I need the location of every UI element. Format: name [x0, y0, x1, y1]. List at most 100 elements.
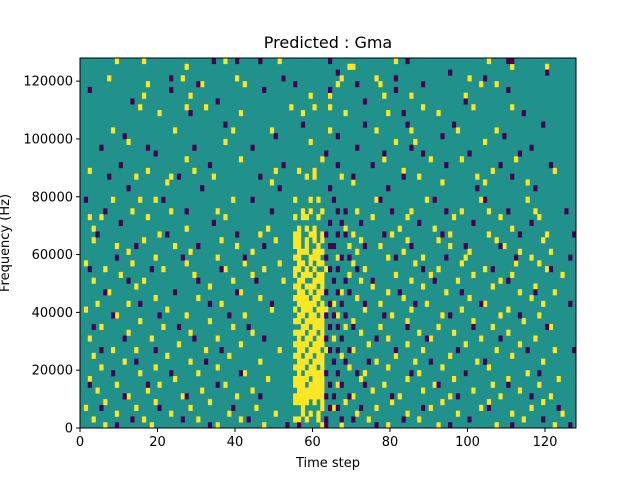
- high-value-cell: [541, 399, 546, 406]
- low-value-cell: [153, 150, 158, 157]
- high-value-cell: [312, 387, 317, 394]
- high-value-cell: [207, 399, 213, 406]
- high-value-cell: [188, 329, 193, 336]
- high-value-cell: [479, 404, 484, 411]
- high-value-cell: [308, 92, 313, 99]
- high-value-cell: [339, 352, 344, 359]
- high-value-cell: [440, 312, 445, 319]
- low-value-cell: [506, 86, 511, 93]
- low-value-cell: [111, 312, 116, 319]
- high-value-cell: [304, 243, 309, 250]
- high-value-cell: [138, 104, 143, 111]
- low-value-cell: [463, 370, 468, 377]
- high-value-cell: [316, 375, 321, 383]
- high-value-cell: [498, 214, 503, 221]
- high-value-cell: [180, 75, 185, 82]
- high-value-cell: [308, 381, 313, 388]
- high-value-cell: [486, 231, 492, 238]
- low-value-cell: [87, 86, 92, 93]
- low-value-cell: [130, 416, 135, 423]
- high-value-cell: [386, 110, 391, 117]
- high-value-cell: [541, 358, 546, 365]
- low-value-cell: [347, 347, 352, 354]
- low-value-cell: [432, 196, 437, 203]
- low-value-cell: [390, 208, 395, 215]
- low-value-cell: [328, 347, 333, 354]
- low-value-cell: [328, 266, 333, 273]
- high-value-cell: [320, 312, 325, 319]
- high-value-cell: [355, 410, 360, 417]
- high-value-cell: [506, 329, 511, 336]
- low-value-cell: [568, 422, 573, 429]
- low-value-cell: [440, 231, 445, 238]
- high-value-cell: [169, 208, 174, 215]
- low-value-cell: [328, 58, 333, 65]
- low-value-cell: [324, 393, 329, 400]
- low-value-cell: [413, 300, 418, 307]
- low-value-cell: [211, 58, 216, 65]
- high-value-cell: [428, 335, 433, 342]
- high-value-cell: [308, 318, 313, 325]
- low-value-cell: [339, 254, 344, 261]
- low-value-cell: [455, 393, 461, 400]
- high-value-cell: [293, 237, 298, 244]
- high-value-cell: [494, 422, 499, 429]
- high-value-cell: [188, 404, 193, 411]
- high-value-cell: [308, 387, 313, 394]
- high-value-cell: [483, 138, 488, 146]
- high-value-cell: [533, 335, 538, 342]
- high-value-cell: [149, 335, 154, 342]
- high-value-cell: [215, 364, 220, 371]
- low-value-cell: [192, 144, 197, 151]
- high-value-cell: [548, 248, 554, 255]
- high-value-cell: [494, 81, 499, 88]
- high-value-cell: [126, 329, 131, 336]
- low-value-cell: [355, 81, 360, 88]
- low-value-cell: [421, 150, 426, 157]
- low-value-cell: [235, 58, 240, 65]
- high-value-cell: [440, 364, 445, 371]
- low-value-cell: [138, 300, 143, 307]
- high-value-cell: [114, 410, 120, 417]
- low-value-cell: [331, 393, 337, 400]
- high-value-cell: [308, 231, 313, 238]
- high-value-cell: [266, 375, 271, 383]
- low-value-cell: [235, 289, 240, 296]
- low-value-cell: [483, 75, 488, 82]
- x-tick-label: 40: [227, 435, 244, 450]
- high-value-cell: [316, 410, 321, 417]
- high-value-cell: [479, 81, 484, 88]
- low-value-cell: [339, 219, 344, 226]
- high-value-cell: [83, 260, 89, 267]
- low-value-cell: [444, 162, 449, 169]
- high-value-cell: [297, 352, 302, 359]
- high-value-cell: [502, 243, 507, 250]
- high-value-cell: [235, 393, 240, 400]
- high-value-cell: [304, 173, 309, 180]
- high-value-cell: [297, 312, 302, 319]
- high-value-cell: [397, 225, 402, 232]
- high-value-cell: [184, 225, 189, 232]
- high-value-cell: [103, 399, 108, 406]
- high-value-cell: [300, 306, 306, 313]
- high-value-cell: [316, 243, 321, 250]
- high-value-cell: [297, 381, 302, 388]
- high-value-cell: [459, 156, 464, 163]
- high-value-cell: [328, 127, 333, 134]
- high-value-cell: [142, 416, 147, 423]
- high-value-cell: [537, 260, 542, 267]
- low-value-cell: [405, 58, 410, 65]
- high-value-cell: [316, 306, 321, 313]
- low-value-cell: [122, 335, 127, 342]
- high-value-cell: [506, 375, 511, 383]
- high-value-cell: [304, 393, 309, 400]
- high-value-cell: [107, 75, 112, 82]
- high-value-cell: [440, 179, 445, 186]
- low-value-cell: [235, 231, 240, 238]
- high-value-cell: [223, 214, 228, 221]
- high-value-cell: [316, 214, 321, 221]
- high-value-cell: [254, 404, 259, 411]
- low-value-cell: [502, 133, 507, 140]
- low-value-cell: [401, 110, 406, 117]
- high-value-cell: [300, 271, 306, 278]
